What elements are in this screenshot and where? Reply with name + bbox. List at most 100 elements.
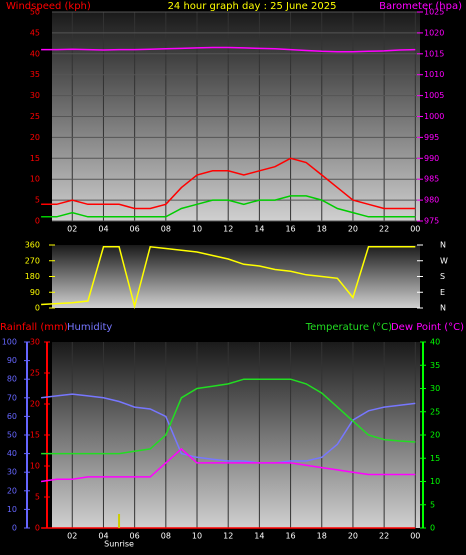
legend-label: Dew Point (°C) [391, 322, 464, 333]
x-tick-label: 20 [348, 532, 358, 541]
y-tick-label: 30 [430, 384, 440, 393]
y-tick-label: E [440, 288, 445, 297]
y-tick-label: 360 [25, 241, 40, 250]
y-tick-label: 100 [2, 338, 17, 347]
y-tick-label: 25 [30, 112, 40, 121]
y-tick-label: 25 [30, 369, 40, 378]
y-tick-label: 0 [12, 524, 17, 533]
y-tick-label: 40 [430, 338, 440, 347]
x-tick-label: 00 [410, 532, 420, 541]
y-tick-label: 5 [35, 196, 40, 205]
x-tick-label: 10 [192, 225, 202, 234]
y-tick-label: 20 [430, 431, 440, 440]
y-tick-label: 10 [7, 505, 17, 514]
series-line [41, 46, 416, 53]
x-tick-label: 00 [410, 225, 420, 234]
y-tick-label: 1005 [424, 91, 444, 100]
y-tick-label: 35 [30, 70, 40, 79]
y-tick-label: 0 [35, 304, 40, 313]
y-tick-label: 1020 [424, 28, 444, 37]
x-tick-label: 16 [285, 225, 295, 234]
y-tick-label: 20 [30, 400, 40, 409]
y-tick-label: N [440, 304, 446, 313]
legend-label: Humidity [67, 322, 112, 333]
y-tick-label: 5 [35, 493, 40, 502]
y-tick-label: 40 [7, 449, 17, 458]
annotation-label: Sunrise [104, 540, 134, 549]
y-tick-label: 35 [430, 361, 440, 370]
y-tick-label: 0 [430, 524, 435, 533]
y-tick-label: 1000 [424, 112, 444, 121]
y-tick-label: 30 [30, 338, 40, 347]
x-tick-label: 02 [67, 532, 77, 541]
y-tick-label: 10 [430, 477, 440, 486]
y-tick-label: 0 [35, 217, 40, 226]
y-tick-label: 15 [430, 454, 440, 463]
x-tick-label: 10 [192, 532, 202, 541]
x-tick-label: 14 [254, 225, 264, 234]
chart-title: 24 hour graph day : 25 June 2025 [168, 1, 337, 12]
y-tick-label: 20 [7, 486, 17, 495]
y-tick-label: 180 [25, 272, 40, 281]
y-tick-label: 25 [430, 407, 440, 416]
y-tick-label: 60 [7, 412, 17, 421]
y-tick-label: 20 [30, 133, 40, 142]
y-tick-label: 980 [424, 196, 439, 205]
y-tick-label: 985 [424, 175, 439, 184]
y-tick-label: 5 [430, 500, 435, 509]
series-line [41, 157, 416, 210]
y-tick-label: 50 [7, 431, 17, 440]
x-tick-label: 20 [348, 225, 358, 234]
y-tick-label: 45 [30, 28, 40, 37]
x-tick-label: 06 [130, 532, 140, 541]
y-tick-label: 40 [30, 49, 40, 58]
series-line [41, 245, 416, 310]
x-tick-label: 08 [161, 225, 171, 234]
series-line [41, 378, 416, 455]
y-tick-label: 80 [7, 375, 17, 384]
x-tick-label: 04 [98, 225, 108, 234]
y-tick-label: 995 [424, 133, 439, 142]
y-tick-label: 990 [424, 154, 439, 163]
y-tick-label: S [440, 272, 445, 281]
x-tick-label: 16 [285, 532, 295, 541]
y-tick-label: 1025 [424, 8, 444, 17]
plot-background [52, 342, 420, 528]
x-tick-label: 14 [254, 532, 264, 541]
series-line [41, 195, 416, 218]
y-tick-label: 90 [7, 356, 17, 365]
y-tick-label: 50 [30, 8, 40, 17]
y-tick-label: 10 [30, 175, 40, 184]
y-tick-label: W [440, 256, 448, 265]
legend-label: Rainfall (mm) [0, 322, 68, 333]
x-tick-label: 18 [317, 225, 327, 234]
y-tick-label: 70 [7, 393, 17, 402]
x-tick-label: 18 [317, 532, 327, 541]
y-tick-label: 1010 [424, 70, 444, 79]
legend-label: Temperature (°C) [305, 322, 392, 333]
y-tick-label: 90 [30, 288, 40, 297]
y-axis-title: Windspeed (kph) [6, 1, 91, 12]
y-tick-label: 15 [30, 431, 40, 440]
y-tick-label: N [440, 241, 446, 250]
y-tick-label: 30 [30, 91, 40, 100]
plot-background [52, 245, 420, 308]
x-tick-label: 22 [379, 225, 389, 234]
y2-axis-title: Barometer (hpa) [379, 1, 462, 12]
y-tick-label: 1015 [424, 49, 444, 58]
y-tick-label: 270 [25, 256, 40, 265]
x-tick-label: 02 [67, 225, 77, 234]
y-tick-label: 15 [30, 154, 40, 163]
y-tick-label: 30 [7, 468, 17, 477]
y-tick-label: 975 [424, 217, 439, 226]
x-tick-label: 12 [223, 532, 233, 541]
x-tick-label: 04 [98, 532, 108, 541]
x-tick-label: 06 [130, 225, 140, 234]
y-tick-label: 0 [35, 524, 40, 533]
y-tick-label: 10 [30, 462, 40, 471]
x-tick-label: 22 [379, 532, 389, 541]
series-line [40, 447, 416, 483]
x-tick-label: 08 [161, 532, 171, 541]
x-tick-label: 12 [223, 225, 233, 234]
